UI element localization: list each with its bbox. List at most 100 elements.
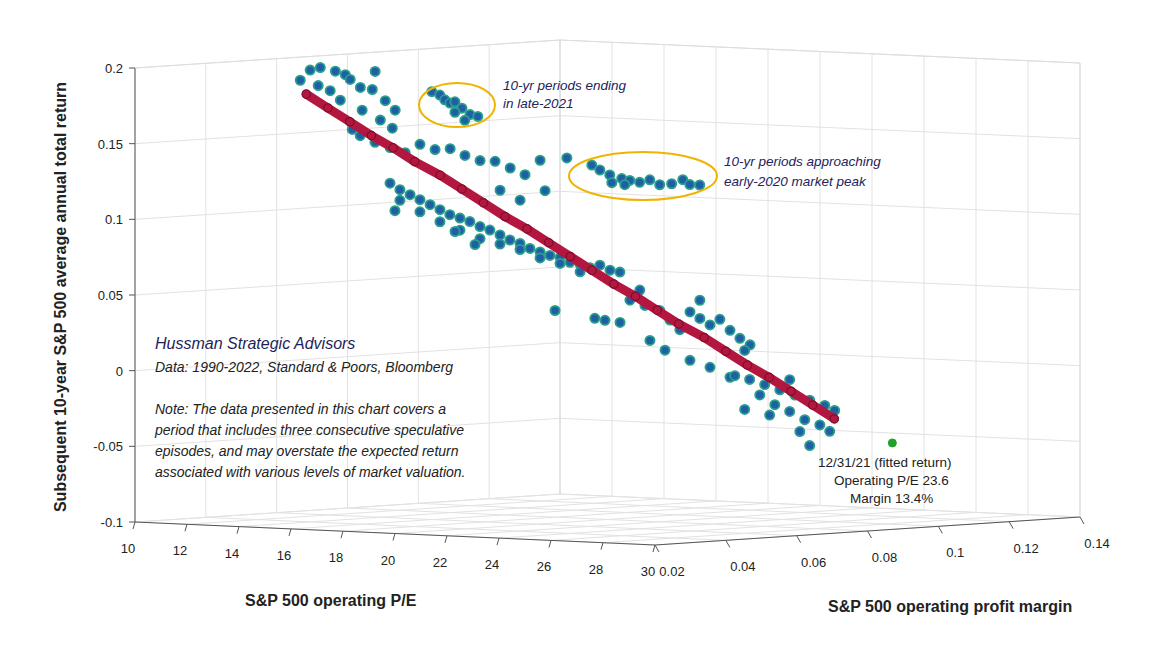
- tick-label: 22: [433, 555, 447, 570]
- point: [368, 85, 377, 94]
- tick-label: 0.04: [730, 559, 755, 574]
- point: [615, 267, 624, 276]
- note-line: associated with various levels of market…: [155, 464, 465, 480]
- point: [302, 90, 310, 98]
- note-line: period that includes three consecutive s…: [154, 422, 464, 438]
- grid-line: [1080, 63, 1081, 517]
- point: [705, 363, 714, 372]
- point: [436, 171, 444, 179]
- point: [675, 320, 683, 328]
- point: [540, 186, 549, 195]
- point: [808, 401, 816, 409]
- point: [600, 316, 609, 325]
- tick: [289, 529, 291, 536]
- point: [745, 375, 754, 384]
- point: [450, 227, 459, 236]
- point: [346, 75, 355, 84]
- point: [800, 415, 809, 424]
- point: [743, 361, 751, 369]
- point: [479, 199, 487, 207]
- tick: [129, 68, 135, 69]
- point: [473, 112, 482, 121]
- grid-line: [560, 191, 1080, 214]
- scatter-series: [296, 63, 840, 450]
- point: [316, 63, 325, 72]
- grid-line: [560, 494, 1080, 517]
- point: [645, 175, 654, 184]
- point: [722, 347, 730, 355]
- annotation: 10-yr periods approaching: [724, 154, 881, 169]
- grid-line: [135, 267, 560, 295]
- tick: [653, 545, 655, 552]
- y-axis-title: Subsequent 10-year S&P 500 average annua…: [52, 82, 69, 512]
- point: [415, 207, 424, 216]
- tick: [129, 219, 135, 220]
- point: [700, 333, 708, 341]
- point: [605, 266, 614, 275]
- tick: [129, 446, 135, 447]
- point: [405, 190, 414, 199]
- point: [506, 163, 515, 172]
- point: [415, 140, 424, 149]
- point: [465, 217, 474, 226]
- point: [495, 230, 504, 239]
- note-line: Note: The data presented in this chart c…: [155, 401, 446, 417]
- point: [381, 96, 390, 105]
- point: [765, 373, 773, 381]
- tick: [868, 531, 872, 538]
- tick-label: 28: [589, 562, 603, 577]
- point: [389, 144, 397, 152]
- point: [595, 165, 604, 174]
- box-edge: [560, 40, 1080, 63]
- point: [555, 259, 564, 268]
- highlight-ellipse: [569, 152, 717, 200]
- box-edge: [135, 40, 560, 68]
- point: [388, 124, 397, 133]
- tick-label: 0.12: [1014, 541, 1039, 556]
- point: [455, 214, 464, 223]
- point: [491, 157, 500, 166]
- point: [830, 415, 838, 423]
- annotation: early-2020 market peak: [724, 174, 867, 189]
- axes: -0.1-0.0500.050.10.150.21012141618202224…: [93, 40, 1109, 579]
- point: [785, 407, 794, 416]
- point: [610, 280, 618, 288]
- point: [390, 206, 399, 215]
- tick-label: 0.05: [98, 288, 123, 303]
- point: [520, 170, 529, 179]
- grid-line: [135, 116, 560, 144]
- point: [705, 320, 714, 329]
- data: [296, 63, 897, 450]
- tick-label: 0.2: [105, 61, 123, 76]
- point: [314, 81, 323, 90]
- point: [888, 439, 896, 447]
- x-axis-title: S&P 500 operating P/E: [245, 592, 417, 609]
- tick: [129, 522, 135, 523]
- point: [415, 195, 424, 204]
- tick: [341, 531, 343, 538]
- point: [685, 356, 694, 365]
- grid-line: [560, 40, 1080, 63]
- point: [715, 315, 724, 324]
- tick: [497, 538, 499, 545]
- point: [562, 153, 571, 162]
- grid-line: [560, 343, 1080, 366]
- point: [815, 420, 824, 429]
- point: [458, 185, 466, 193]
- point: [695, 314, 704, 323]
- point: [358, 106, 367, 115]
- point: [795, 427, 804, 436]
- point: [306, 66, 315, 75]
- grid-line: [135, 40, 560, 68]
- tick: [129, 143, 135, 144]
- point: [607, 178, 616, 187]
- grid-line: [560, 116, 1080, 139]
- tick-label: 0.02: [659, 564, 684, 579]
- annotation: Operating P/E 23.6: [834, 473, 949, 488]
- point: [620, 180, 629, 189]
- point: [590, 314, 599, 323]
- point: [787, 387, 795, 395]
- source-note: Hussman Strategic AdvisorsData: 1990-202…: [154, 335, 465, 480]
- point: [450, 108, 459, 117]
- tick: [185, 524, 187, 531]
